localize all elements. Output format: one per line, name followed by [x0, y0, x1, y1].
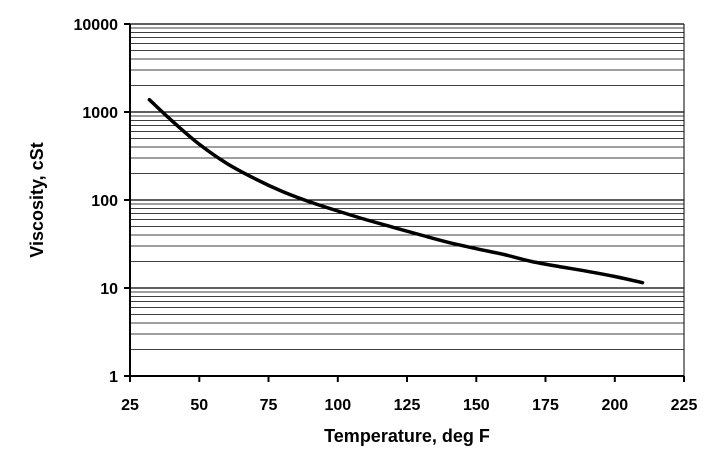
x-tick-label: 75 — [260, 397, 278, 414]
x-tick-label: 25 — [121, 397, 139, 414]
grid-lines — [130, 23, 684, 377]
y-tick-label: 1 — [109, 369, 118, 386]
x-tick-label: 50 — [190, 397, 208, 414]
x-tick-label: 225 — [671, 397, 698, 414]
x-tick-label: 200 — [601, 397, 628, 414]
x-tick-label: 100 — [324, 397, 351, 414]
y-axis-title: Viscosity, cSt — [27, 142, 47, 257]
x-tick-label: 175 — [532, 397, 559, 414]
x-axis-title: Temperature, deg F — [324, 426, 490, 446]
x-tick-label: 150 — [463, 397, 490, 414]
y-tick-label: 1000 — [82, 105, 118, 122]
y-tick-label: 10000 — [74, 17, 119, 34]
y-tick-label: 10 — [100, 281, 118, 298]
y-tick-label: 100 — [91, 193, 118, 210]
series-layer — [147, 97, 645, 285]
tick-labels: 25 50 75 100 125 150 175 200 225 1 10 100 1000 10000 — [74, 17, 698, 414]
x-tick-label: 125 — [394, 397, 421, 414]
viscosity-curve — [147, 97, 645, 285]
